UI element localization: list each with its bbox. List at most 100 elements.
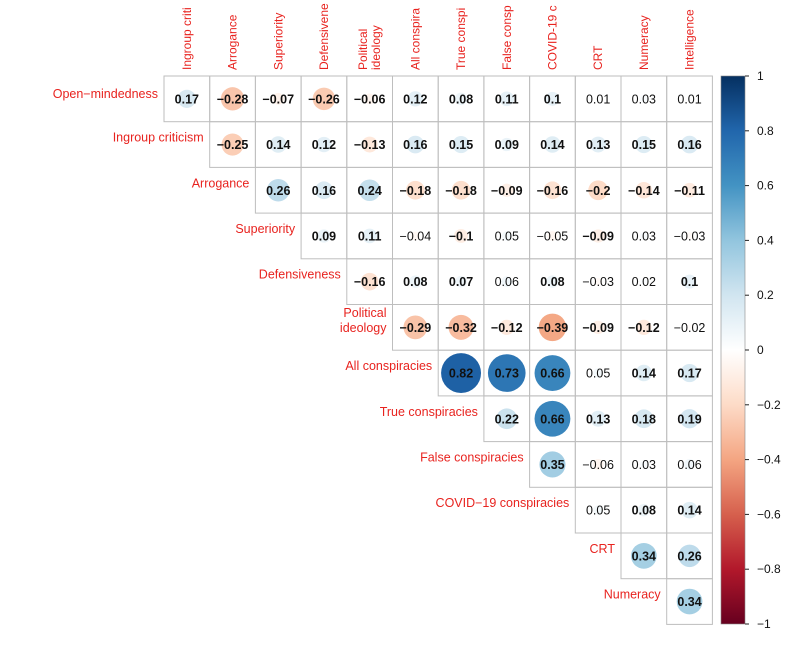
correlation-circle [360, 272, 379, 291]
correlation-circle [635, 136, 653, 154]
colorbar-tick-label: −0.4 [757, 453, 781, 467]
column-label: CRT [591, 45, 605, 70]
colorbar-tick-label: 0.8 [757, 124, 774, 138]
correlation-circle [451, 180, 471, 200]
colorbar: 1 0.8 0.6 0.4 0.2 0 −0.2 −0.4 −0.6 −0.8 −1 [720, 69, 781, 631]
colorbar-gradient [720, 75, 746, 625]
correlation-value: 0.03 [632, 229, 656, 243]
row-label: COVID−19 conspiracies [436, 496, 570, 510]
correlation-circle [272, 93, 285, 105]
correlation-value: 0.08 [403, 275, 427, 289]
correlation-circle [590, 410, 607, 427]
column-label: Superiority [271, 13, 285, 70]
correlation-circle [501, 276, 513, 288]
correlation-circle [501, 231, 512, 241]
correlation-value: 0.08 [540, 275, 564, 289]
correlation-circle [409, 275, 422, 288]
correlation-circle [678, 544, 701, 568]
correlation-circle [500, 137, 514, 152]
correlation-circle [545, 91, 560, 106]
correlation-circle [635, 181, 653, 199]
row-label: Numeracy [604, 588, 662, 602]
correlation-circle [591, 229, 605, 243]
correlation-value: −0.39 [537, 321, 569, 335]
correlation-circle [679, 409, 700, 429]
correlation-value: 0.07 [449, 275, 473, 289]
correlation-circle [441, 353, 482, 394]
correlation-circle [640, 232, 648, 240]
colorbar-tick-label: −0.2 [757, 398, 781, 412]
correlation-value: −0.12 [491, 321, 523, 335]
correlation-value: −0.14 [628, 184, 660, 198]
row-label: False conspiracies [420, 450, 524, 464]
correlation-value: 0.17 [175, 92, 199, 106]
correlation-value: 0.14 [632, 367, 656, 381]
correlation-value: 0.24 [357, 184, 381, 198]
correlation-value: −0.29 [400, 321, 432, 335]
column-label: Ingroup criti [180, 7, 194, 70]
correlation-circle [220, 87, 245, 111]
correlation-value: 0.05 [586, 504, 610, 518]
correlation-circle [403, 315, 428, 340]
correlation-value: 0.16 [403, 138, 427, 152]
correlation-circle [487, 354, 526, 392]
correlation-value: −0.03 [582, 275, 614, 289]
correlation-value: 0.01 [677, 92, 701, 106]
correlation-value: −0.05 [537, 229, 569, 243]
correlation-circle [221, 133, 244, 156]
correlation-circle [681, 501, 698, 519]
correlation-value: 0.13 [586, 138, 610, 152]
correlation-value: −0.09 [491, 184, 523, 198]
correlation-circle [317, 229, 331, 243]
correlation-value: −0.26 [308, 92, 340, 106]
correlation-circle [315, 181, 333, 200]
correlation-circle [687, 96, 692, 102]
correlation-value: 0.26 [677, 549, 701, 563]
correlation-circle [539, 451, 566, 478]
column-label: ideology [369, 25, 383, 70]
row-labels: Open−mindedness Ingroup criticism Arroganc… [53, 87, 662, 602]
correlation-value: 0.06 [495, 275, 519, 289]
correlation-circle [685, 232, 694, 240]
correlation-circle [682, 182, 697, 198]
correlation-circle [538, 313, 567, 342]
correlation-circle [682, 274, 697, 289]
correlation-value: 0.34 [677, 595, 701, 609]
correlation-circle [680, 135, 699, 154]
correlation-value: 0.03 [632, 458, 656, 472]
correlation-value: 0.26 [266, 184, 290, 198]
grid [163, 75, 713, 625]
correlation-circle [637, 503, 651, 517]
correlation-circle [588, 180, 609, 201]
correlation-circle [543, 181, 562, 200]
correlation-value: 0.35 [540, 458, 564, 472]
correlation-value: −0.1 [449, 229, 474, 243]
correlation-circle [410, 231, 420, 241]
correlation-value: 0.16 [312, 184, 336, 198]
correlation-value: 0.01 [586, 92, 610, 106]
correlation-circle [593, 505, 604, 516]
correlation-value: 0.14 [266, 138, 290, 152]
correlation-value: 0.08 [632, 504, 656, 518]
correlation-value: 0.09 [495, 138, 519, 152]
correlation-value: 0.1 [544, 92, 561, 106]
correlation-circle [361, 136, 378, 153]
correlation-value: 0.1 [681, 275, 698, 289]
column-label: True conspi [454, 8, 468, 70]
colorbar-tick-label: −1 [757, 617, 771, 631]
correlation-value: −0.06 [582, 458, 614, 472]
correlation-circle [499, 91, 515, 107]
correlation-circle [592, 459, 604, 470]
correlation-circle [448, 314, 474, 340]
row-label: Ingroup criticism [113, 131, 204, 145]
correlation-circle [630, 542, 657, 569]
correlation-circle [590, 136, 607, 153]
correlation-circle [407, 91, 423, 107]
correlation-value: 0.11 [495, 92, 519, 106]
correlation-circle [312, 87, 336, 111]
correlation-value: 0.19 [677, 412, 701, 426]
correlation-value: −0.28 [217, 92, 249, 106]
column-labels: Ingroup criti Arrogance Superiority Defensi… [180, 3, 697, 70]
correlation-circle [640, 95, 648, 103]
